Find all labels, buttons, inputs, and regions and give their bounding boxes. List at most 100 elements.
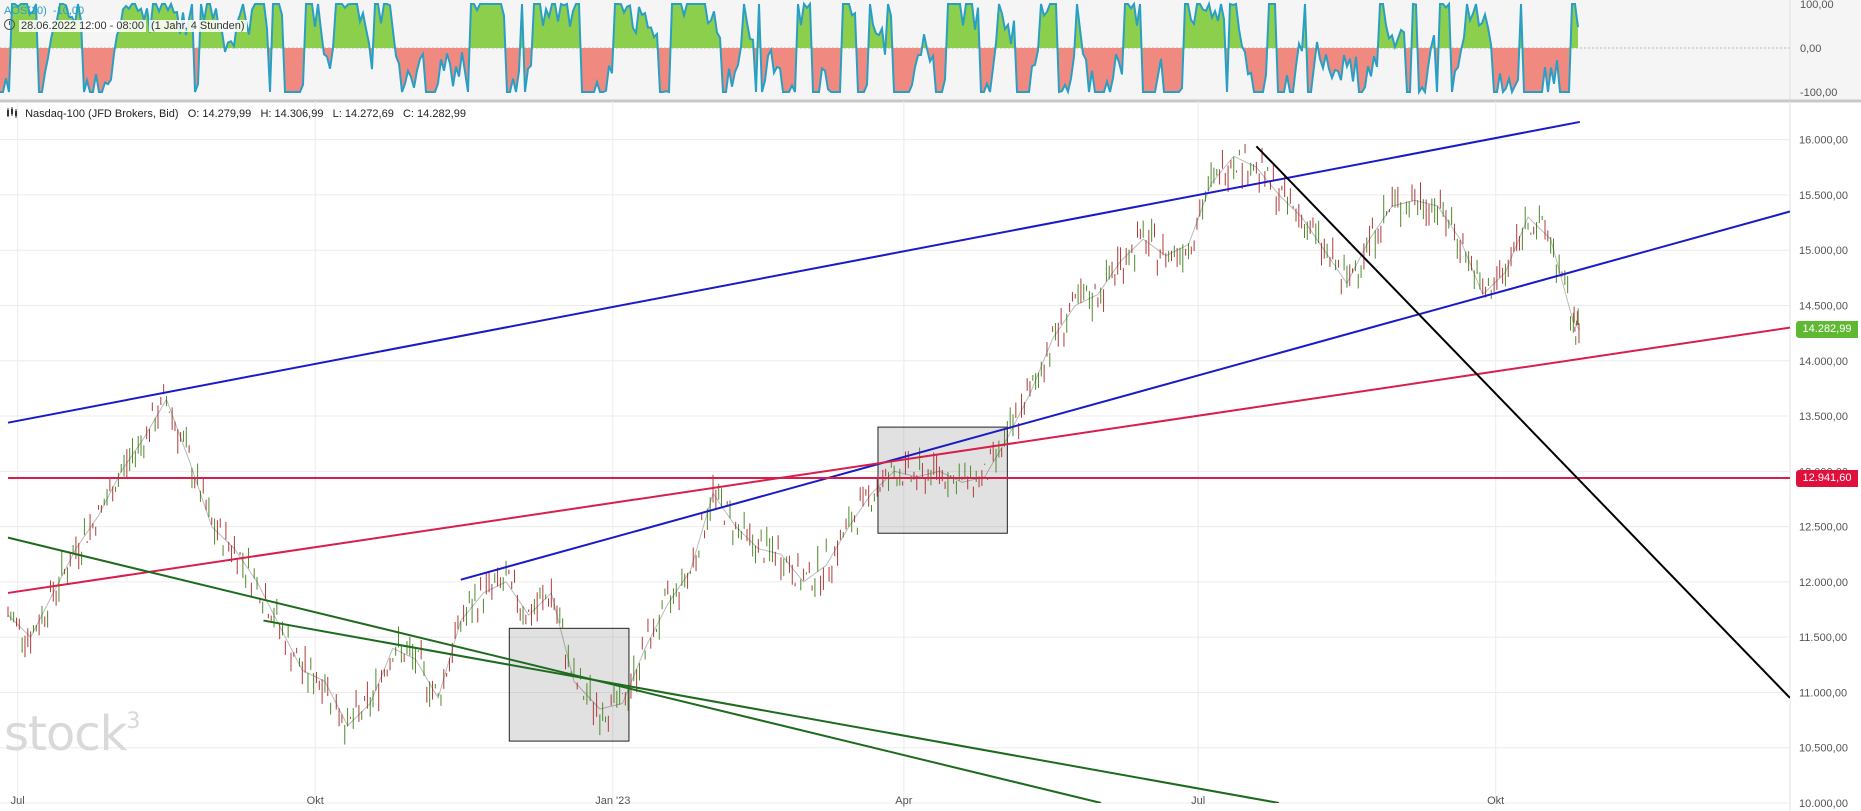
oscillator-fill [678,4,681,48]
oscillator-fill [564,4,567,48]
clock-icon [4,19,15,30]
oscillator-fill [1359,48,1362,92]
oscillator-fill [846,4,849,48]
oscillator-fill [1131,4,1134,48]
oscillator-fill [297,48,300,92]
trendline [7,326,1790,594]
oscillator-fill [1479,23,1482,48]
oscillator-fill [1188,4,1191,48]
oscillator-fill [573,4,576,48]
oscillator-fill [1455,48,1458,72]
oscillator-fill [252,4,255,48]
oscillator-fill [15,4,18,48]
oscillator-fill [1200,4,1203,48]
oscillator-fill [1467,4,1470,48]
oscillator-fill [1524,48,1527,92]
oscillator-fill [732,48,735,87]
oscillator-fill [696,4,699,48]
trendline [1255,145,1790,699]
y-tick-label: 15.000,00 [1799,245,1848,257]
oscillator-fill [1026,48,1029,92]
oscillator-fill [1287,48,1290,92]
oscillator-fill [1497,48,1500,92]
x-tick-label: Jul [11,795,25,807]
oscillator-fill [792,48,795,92]
oscillator-fill [408,48,411,77]
oscillator-fill [906,48,909,92]
oscillator-fill [309,4,312,48]
instrument-name[interactable]: Nasdaq-100 (JFD Brokers, Bid) [25,108,179,120]
oscillator-fill [384,4,387,48]
oscillator-fill [1422,48,1425,92]
oscillator-fill [1170,48,1173,92]
ohlc-high: H: 14.306,99 [260,108,324,120]
indicator-panel[interactable]: 100,00 0,00 -100,00 [0,0,1861,100]
oscillator-fill [495,4,498,48]
y-tick-label: 12.000,00 [1799,577,1848,589]
oscillator-fill [1485,14,1488,48]
oscillator-fill [1206,4,1209,48]
oscillator-fill [1044,11,1047,49]
oscillator-fill [1167,48,1170,92]
oscillator-fill [1284,48,1287,92]
oscillator-fill [108,48,111,85]
x-tick-label: Apr [895,795,912,807]
y-tick-label: 12.500,00 [1799,522,1848,534]
trendline [7,120,1580,424]
oscillator-fill [873,24,876,48]
oscillator-fill [615,4,618,48]
oscillator-fill [576,4,579,48]
oscillator-fill [645,13,648,48]
y-tick-label: 14.500,00 [1799,300,1848,312]
candles-icon[interactable] [6,107,18,118]
oscillator-fill [1023,48,1026,92]
oscillator-fill [477,4,480,48]
indicator-tick-label: 0,00 [1800,43,1821,55]
oscillator-fill [603,48,606,92]
oscillator-fill [702,4,705,48]
oscillator-fill [387,4,390,48]
trendline [7,536,1102,803]
oscillator-fill [492,4,495,48]
oscillator-fill [1212,11,1215,48]
oscillator-fill [1560,48,1563,92]
oscillator-fill [255,4,258,48]
oscillator-fill [900,48,903,92]
oscillator-fill [843,4,846,48]
oscillator-fill [276,4,279,48]
y-tick-label: 11.000,00 [1799,687,1847,699]
oscillator-fill [948,4,951,48]
oscillator-fill [117,27,120,48]
oscillator-fill [1191,19,1194,48]
oscillator-fill [822,48,825,71]
oscillator-fill [957,4,960,48]
oscillator-fill [666,48,669,92]
oscillator-fill [936,48,939,92]
oscillator-fill [981,48,984,92]
oscillator-fill [582,48,585,92]
oscillator-fill [1059,48,1062,92]
oscillator-fill [1047,4,1050,48]
indicator-tick-label: -100,00 [1800,87,1837,99]
consolidation-box [508,627,630,742]
oscillator-fill [903,48,906,92]
oscillator-fill [432,48,435,92]
oscillator-fill [456,48,459,77]
oscillator-fill [1176,48,1179,92]
oscillator-fill [1527,48,1530,92]
oscillator-fill [0,48,3,92]
oscillator-fill [351,4,354,48]
y-tick-label: 11.500,00 [1799,632,1847,644]
oscillator-fill [786,48,789,92]
oscillator-fill [1278,48,1281,92]
oscillator-fill [1254,48,1257,92]
oscillator-fill [1125,4,1128,48]
oscillator-fill [639,6,642,49]
indicator-name[interactable]: AOS(10) [4,5,47,17]
oscillator-fill [987,48,990,92]
oscillator-fill [1368,48,1371,77]
oscillator-fill [1530,48,1533,92]
indicator-legend: AOS(10) -10,00 28.06.2022 12:00 - 08:00 … [4,4,247,34]
